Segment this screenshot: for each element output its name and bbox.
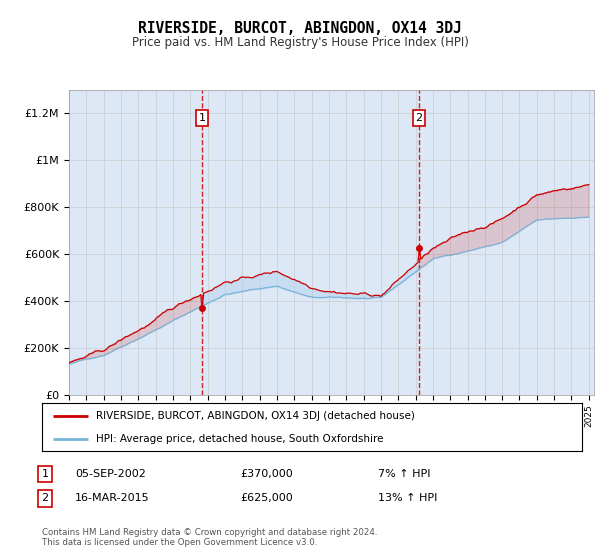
Text: 1: 1 bbox=[41, 469, 49, 479]
Text: 13% ↑ HPI: 13% ↑ HPI bbox=[378, 493, 437, 503]
Text: 2: 2 bbox=[41, 493, 49, 503]
Text: RIVERSIDE, BURCOT, ABINGDON, OX14 3DJ: RIVERSIDE, BURCOT, ABINGDON, OX14 3DJ bbox=[138, 21, 462, 36]
Text: £370,000: £370,000 bbox=[240, 469, 293, 479]
Text: Price paid vs. HM Land Registry's House Price Index (HPI): Price paid vs. HM Land Registry's House … bbox=[131, 36, 469, 49]
Text: 1: 1 bbox=[199, 113, 205, 123]
Text: HPI: Average price, detached house, South Oxfordshire: HPI: Average price, detached house, Sout… bbox=[96, 434, 383, 444]
Text: RIVERSIDE, BURCOT, ABINGDON, OX14 3DJ (detached house): RIVERSIDE, BURCOT, ABINGDON, OX14 3DJ (d… bbox=[96, 411, 415, 421]
Text: 2: 2 bbox=[415, 113, 422, 123]
Text: 16-MAR-2015: 16-MAR-2015 bbox=[75, 493, 149, 503]
Text: 7% ↑ HPI: 7% ↑ HPI bbox=[378, 469, 431, 479]
Text: £625,000: £625,000 bbox=[240, 493, 293, 503]
Text: 05-SEP-2002: 05-SEP-2002 bbox=[75, 469, 146, 479]
Text: Contains HM Land Registry data © Crown copyright and database right 2024.
This d: Contains HM Land Registry data © Crown c… bbox=[42, 528, 377, 547]
